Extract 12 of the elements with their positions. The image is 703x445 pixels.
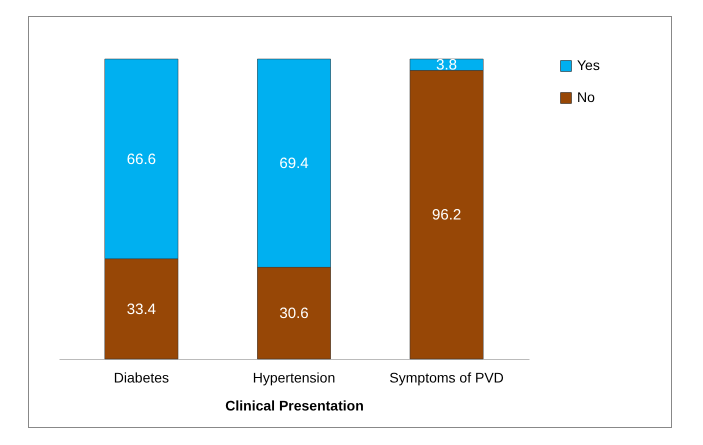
- legend-label: No: [577, 89, 596, 105]
- x-axis-title: Clinical Presentation: [225, 398, 364, 414]
- data-label: 96.2: [432, 206, 462, 224]
- legend-label: Yes: [577, 57, 600, 73]
- data-label: 3.8: [436, 56, 458, 74]
- x-tick-label: Diabetes: [114, 370, 170, 386]
- data-label: 69.4: [279, 155, 309, 172]
- data-label: 66.6: [126, 150, 156, 168]
- x-tick-label: Hypertension: [252, 370, 336, 386]
- x-tick-label: Symptoms of PVD: [389, 370, 504, 386]
- data-label: 33.4: [126, 300, 156, 318]
- data-label: 30.6: [279, 305, 309, 322]
